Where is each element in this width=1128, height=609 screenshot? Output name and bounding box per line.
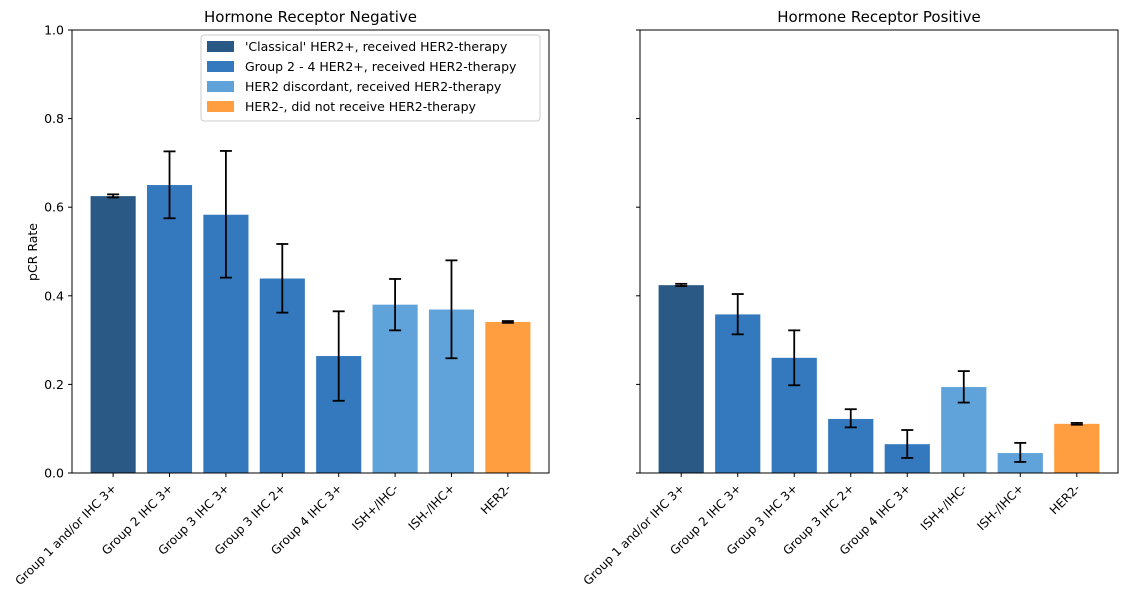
bar-5 [372,304,418,473]
legend-swatch-1 [207,61,234,72]
bar-6 [997,453,1043,473]
legend-swatch-2 [207,81,234,92]
x-ticks: Group 1 and/or IHC 3+Group 2 IHC 3+Group… [13,473,514,588]
x-tick-label-6: ISH-/IHC+ [406,481,458,533]
panel-title: Hormone Receptor Positive [777,8,980,26]
plot-frame [71,29,550,474]
bars-group [90,185,531,474]
y-tick-label-4: 0.8 [44,111,64,126]
panel-hr-positive: Hormone Receptor Positive Group 1 and/or… [581,8,1119,588]
bar-1 [146,185,193,474]
y-tick-label-1: 0.2 [44,377,64,392]
x-tick-label-5: ISH+/IHC- [918,481,970,533]
legend-box [200,34,541,122]
legend-label-1: Group 2 - 4 HER2+, received HER2-therapy [245,59,517,74]
bar-7 [1054,423,1100,473]
y-tick-label-0: 0.0 [44,466,64,481]
x-ticks: Group 1 and/or IHC 3+Group 2 IHC 3+Group… [581,473,1083,588]
bars-group [658,285,1100,473]
y-ticks: 0.0 0.2 0.4 0.6 0.8 1.0 [44,23,72,481]
x-tick-label-7: HER2- [1047,481,1083,517]
x-tick-label-5: ISH+/IHC- [349,481,401,533]
legend-swatch-3 [207,101,234,112]
x-tick-label-0: Group 1 and/or IHC 3+ [13,481,120,588]
y-tick-label-5: 1.0 [44,23,64,38]
y-ticks [636,29,640,474]
error-bars-group [107,150,514,402]
bar-7 [485,321,531,473]
y-axis-label: pCR Rate [25,223,40,281]
y-tick-label-2: 0.4 [44,288,64,303]
x-tick-label-6: ISH-/IHC+ [974,481,1026,533]
x-tick-label-7: HER2- [478,481,514,517]
legend-label-2: HER2 discordant, received HER2-therapy [245,79,502,94]
plot-frame [639,29,1119,474]
x-tick-label-0: Group 1 and/or IHC 3+ [581,481,688,588]
panel-hr-negative: Hormone Receptor Negative pCR Rate 0.00.… [13,8,550,588]
legend-swatch-0 [207,41,234,52]
legend-label-0: 'Classical' HER2+, received HER2-therapy [245,39,508,54]
bar-1 [715,314,761,473]
legend-label-3: HER2-, did not receive HER2-therapy [245,99,476,114]
y-tick-label-3: 0.6 [44,200,64,215]
bar-0 [658,285,704,473]
bar-0 [90,196,136,474]
panel-title: Hormone Receptor Negative [204,8,417,26]
legend: 'Classical' HER2+, received HER2-therapy… [200,34,541,122]
error-bars-group [675,282,1083,463]
